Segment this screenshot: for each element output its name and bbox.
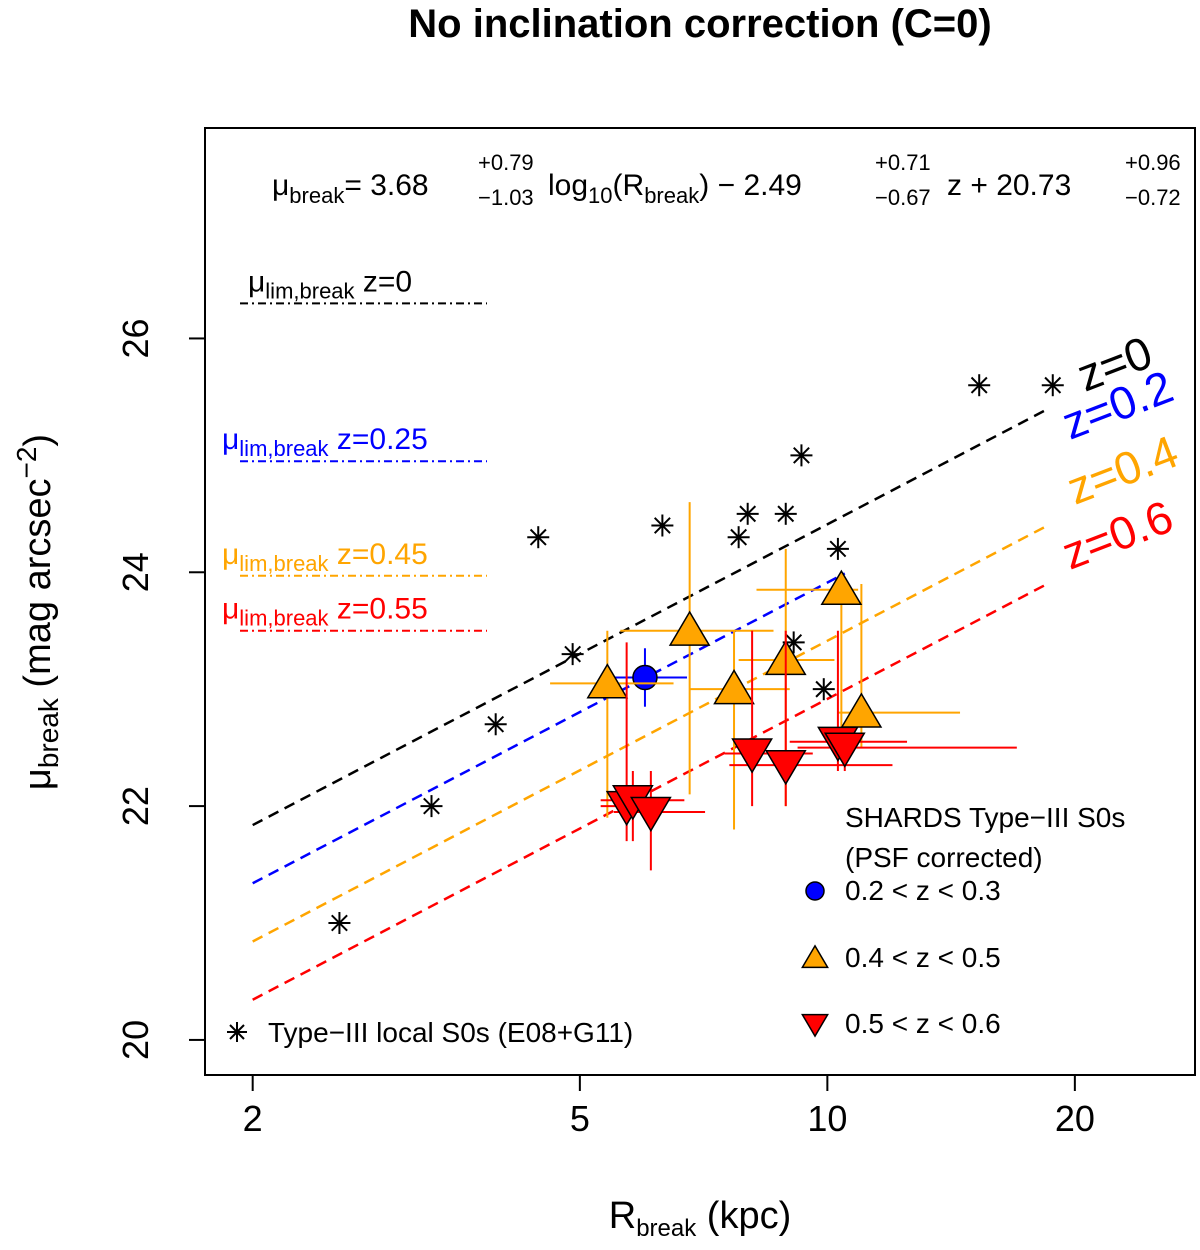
limit-label: μlim,break z=0	[248, 265, 412, 303]
asterisk-stroke	[564, 645, 582, 663]
asterisk-marker	[812, 678, 835, 701]
asterisk-stroke	[739, 505, 757, 523]
asterisk-stroke	[730, 528, 748, 546]
circle-marker	[632, 664, 658, 691]
eq-lower-error: −1.03	[478, 185, 534, 210]
triangle-up-marker	[586, 663, 629, 699]
legend-local: Type−III local S0s (E08+G11)	[268, 1017, 633, 1048]
asterisk-stroke	[653, 517, 671, 534]
local-s0-points	[328, 374, 1064, 935]
eq-lhs: μ	[272, 169, 289, 202]
series-triangle-down	[600, 630, 1017, 871]
asterisk-marker	[1041, 374, 1064, 397]
eq-upper-error: +0.79	[478, 150, 534, 175]
y-tick-label: 24	[115, 552, 156, 592]
eq-lower-error: −0.72	[1125, 185, 1181, 210]
triangle-up-marker	[668, 610, 711, 646]
asterisk-marker	[561, 643, 584, 666]
x-axis-label: Rbreak (kpc)	[609, 1195, 792, 1242]
asterisk-stroke	[829, 540, 847, 558]
asterisk-stroke	[1044, 376, 1062, 394]
triangle-up-marker	[820, 569, 863, 606]
asterisk-stroke	[815, 680, 833, 698]
series-triangle-up	[550, 502, 961, 830]
y-tick-label: 20	[115, 1020, 156, 1060]
eq-upper-error: +0.71	[875, 150, 931, 175]
asterisk-marker	[968, 374, 991, 397]
fit-equation: μbreak= 3.68	[272, 169, 429, 208]
asterisk-marker	[651, 514, 674, 537]
legend-entry: 0.4 < z < 0.5	[845, 942, 1001, 973]
eq-lhs-sub: break	[289, 183, 345, 208]
legend-title: SHARDS Type−III S0s	[845, 802, 1125, 833]
asterisk-stroke	[970, 376, 988, 394]
asterisk-marker	[774, 502, 797, 525]
chart-title: No inclination correction (C=0)	[408, 2, 991, 46]
legend: SHARDS Type−III S0s (PSF corrected) 0.2 …	[227, 802, 1125, 1048]
y-axis: 20 22 24 26	[115, 318, 206, 1060]
y-axis-label: μbreak (mag arcsec−2)	[11, 434, 64, 790]
asterisk-stroke	[331, 914, 348, 932]
asterisk-stroke	[229, 1024, 245, 1040]
asterisk-stroke	[777, 505, 795, 523]
asterisk-marker	[484, 713, 507, 736]
circle-marker	[805, 881, 825, 901]
asterisk-marker	[826, 537, 849, 560]
limit-label: μlim,break z=0.45	[222, 538, 428, 576]
relation-line	[252, 524, 1048, 943]
legend-entry: 0.5 < z < 0.6	[845, 1008, 1001, 1039]
asterisk-marker	[527, 526, 550, 549]
legend-entry: 0.2 < z < 0.3	[845, 875, 1001, 906]
eq-a: 3.68	[370, 169, 428, 202]
asterisk-stroke	[487, 715, 505, 733]
triangle-down-marker	[731, 738, 773, 774]
limit-label: μlim,break z=0.25	[222, 423, 428, 461]
triangle-down-marker	[629, 796, 672, 833]
eq-upper-error: +0.96	[1125, 150, 1181, 175]
x-tick-label: 5	[570, 1098, 590, 1139]
asterisk-marker	[227, 1022, 247, 1042]
y-tick-label: 22	[115, 786, 156, 826]
eq-lower-error: −0.67	[875, 185, 931, 210]
shards-points	[550, 502, 1017, 871]
equation-errors: +0.79 −1.03 log10(Rbreak) − 2.49 +0.71 −0.6…	[478, 150, 1181, 210]
asterisk-marker	[420, 795, 443, 818]
eq-term1: log10(Rbreak) − 2.49	[548, 169, 802, 208]
triangle-up-marker	[801, 944, 829, 969]
eq-term2: z + 20.73	[947, 169, 1071, 202]
x-tick-label: 2	[243, 1098, 263, 1139]
triangle-up-marker	[840, 692, 883, 728]
x-tick-label: 20	[1055, 1098, 1095, 1139]
limit-label: μlim,break z=0.55	[222, 593, 428, 631]
triangle-down-marker	[823, 732, 866, 768]
asterisk-marker	[736, 502, 759, 525]
asterisk-stroke	[423, 797, 440, 815]
triangle-down-marker	[801, 1013, 829, 1038]
asterisk-stroke	[529, 528, 547, 546]
triangle-down-marker	[764, 749, 807, 786]
relation-line	[252, 572, 846, 885]
asterisk-marker	[790, 444, 813, 467]
eq-equals: =	[344, 169, 370, 202]
asterisk-stroke	[793, 446, 810, 464]
triangle-up-marker	[713, 669, 755, 705]
x-axis: 2 5 10 20	[243, 1074, 1095, 1139]
y-tick-label: 26	[115, 318, 156, 358]
x-tick-label: 10	[807, 1098, 847, 1139]
asterisk-marker	[727, 526, 750, 549]
relation-line	[252, 408, 1048, 827]
limit-lines: μlim,break z=0 μlim,break z=0.25 μlim,brea…	[222, 265, 487, 632]
asterisk-marker	[328, 912, 351, 935]
relation-line	[252, 582, 1048, 1001]
legend-subtitle: (PSF corrected)	[845, 842, 1043, 873]
